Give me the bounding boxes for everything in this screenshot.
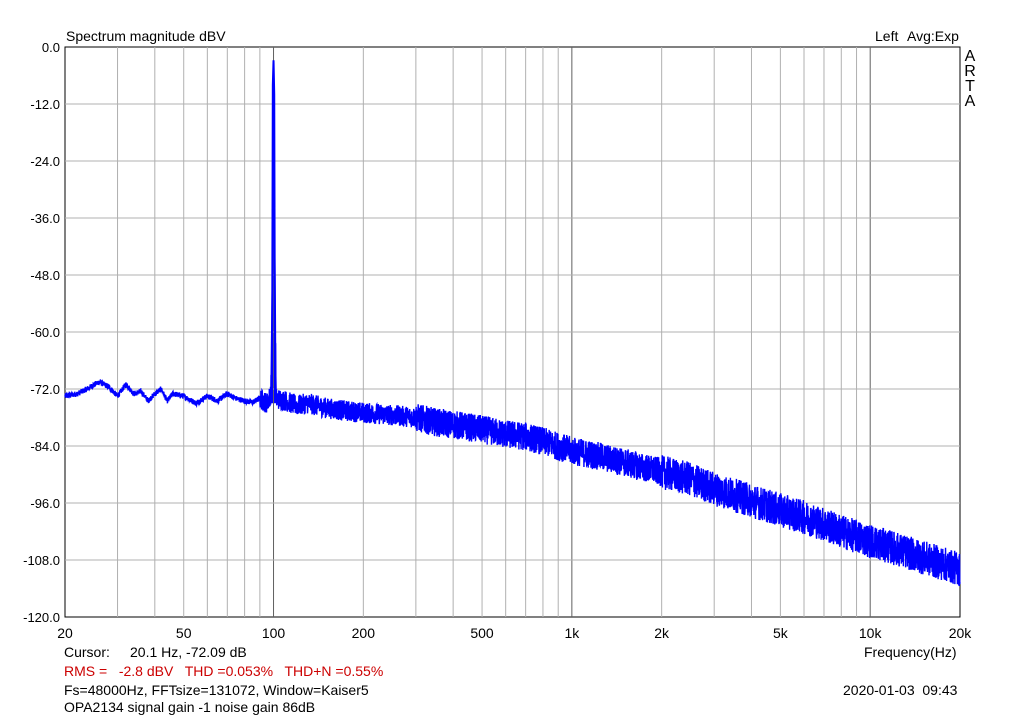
chart-title: Spectrum magnitude dBV <box>66 28 226 44</box>
x-tick-label-6: 2k <box>654 625 670 641</box>
y-tick-label-0: 0.0 <box>42 40 60 55</box>
x-tick-label-1: 50 <box>176 625 192 641</box>
y-tick-label-3: -36.0 <box>30 211 60 226</box>
fft-settings: Fs=48000Hz, FFTsize=131072, Window=Kaise… <box>64 682 369 698</box>
trace-group <box>64 60 961 587</box>
brand-letter-r: R <box>964 63 976 80</box>
y-tick-label-1: -12.0 <box>30 97 60 112</box>
x-tick-label-9: 20k <box>949 625 973 641</box>
y-tick-label-2: -24.0 <box>30 154 60 169</box>
y-tick-label-9: -108.0 <box>23 553 60 568</box>
grid-lines <box>65 47 960 617</box>
x-tick-label-5: 1k <box>564 625 580 641</box>
brand-letter-t: T <box>965 78 975 95</box>
brand-letter-a1: A <box>964 48 976 65</box>
x-tick-label-7: 5k <box>773 625 789 641</box>
x-tick-label-4: 500 <box>470 625 494 641</box>
x-tick-label-0: 20 <box>57 625 73 641</box>
x-tick-label-8: 10k <box>859 625 883 641</box>
cursor-value: 20.1 Hz, -72.09 dB <box>130 644 247 660</box>
y-tick-label-8: -96.0 <box>30 496 60 511</box>
x-axis-label: Frequency(Hz) <box>864 644 957 660</box>
rms-thd-readout: RMS = -2.8 dBV THD =0.053% THD+N =0.55% <box>64 663 384 679</box>
y-tick-label-7: -84.0 <box>30 439 60 454</box>
cursor-label: Cursor: <box>64 644 110 660</box>
fundamental-peak <box>271 60 277 404</box>
spectrum-trace <box>64 75 961 587</box>
channel-label: Left <box>875 28 899 44</box>
y-tick-label-10: -120.0 <box>23 610 60 625</box>
tick-labels: 0.0 -12.0 -24.0 -36.0 -48.0 -60.0 -72.0 -84.0 -9… <box>23 40 972 641</box>
x-tick-label-3: 200 <box>352 625 376 641</box>
brand-letter-a2: A <box>964 93 976 110</box>
measurement-note: OPA2134 signal gain -1 noise gain 86dB <box>64 699 316 715</box>
y-tick-label-5: -60.0 <box>30 325 60 340</box>
averaging-label: Avg:Exp <box>907 28 959 44</box>
timestamp: 2020-01-03 09:43 <box>843 682 958 698</box>
y-tick-label-4: -48.0 <box>30 268 60 283</box>
x-tick-label-2: 100 <box>262 625 286 641</box>
y-tick-label-6: -72.0 <box>30 382 60 397</box>
